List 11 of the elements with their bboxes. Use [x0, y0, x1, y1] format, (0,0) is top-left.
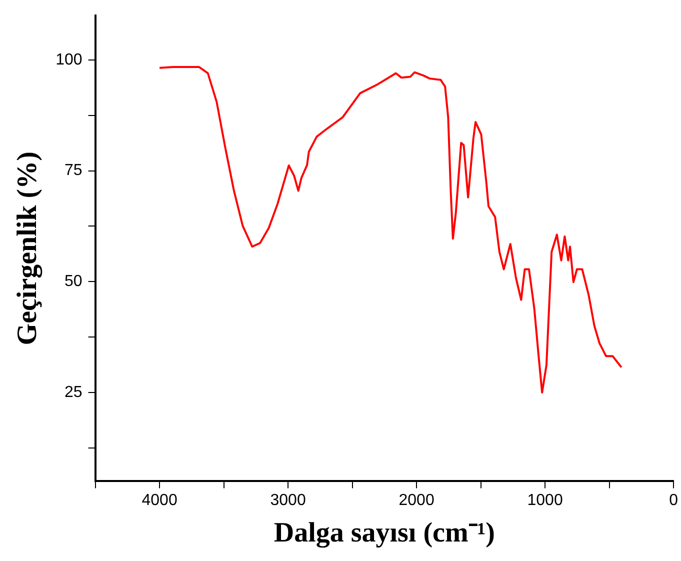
x-tick-label: 0: [669, 492, 678, 510]
y-tick-label: 50: [64, 273, 82, 290]
x-tick-label: 1000: [527, 492, 563, 510]
x-axis-title: Dalga sayısı (cm⁻¹): [274, 517, 495, 548]
x-tick-label: 2000: [398, 492, 434, 510]
y-axis-title: Geçirgenlik (%): [12, 152, 44, 346]
x-tick-label: 4000: [142, 492, 178, 510]
y-tick-label: 100: [56, 51, 82, 68]
x-tick-label: 3000: [270, 492, 306, 510]
y-tick-label: 75: [64, 162, 82, 180]
y-tick-label: 25: [64, 384, 82, 401]
